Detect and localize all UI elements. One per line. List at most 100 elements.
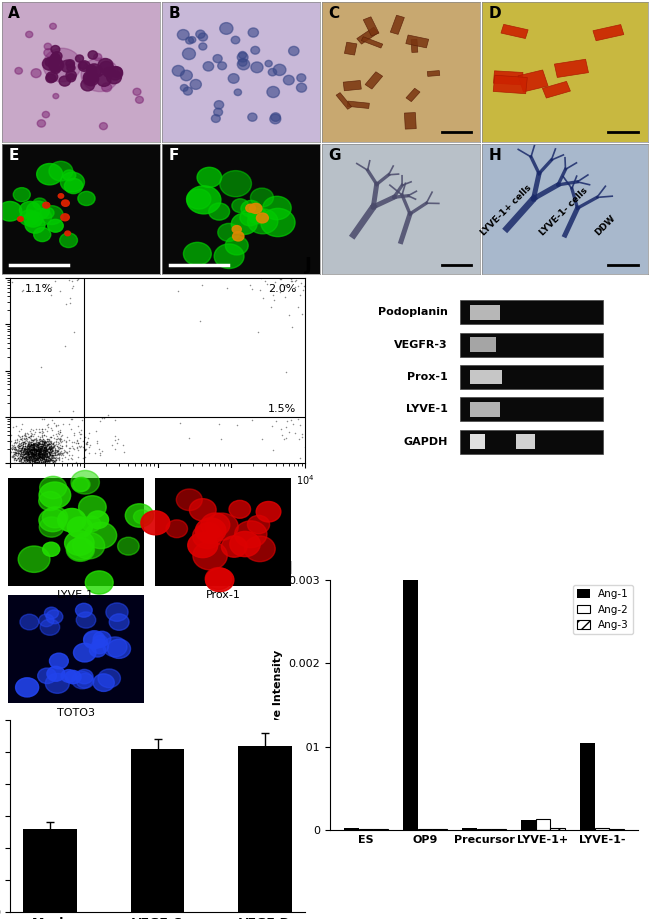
Circle shape [46, 58, 55, 66]
Point [19, 444, 29, 459]
Point [39, 443, 49, 458]
Point [287, 274, 298, 289]
Point [23, 441, 34, 456]
Point [29, 437, 39, 451]
Point [28, 437, 38, 452]
Point [34, 448, 44, 463]
Point [23, 445, 33, 460]
Point [36, 437, 47, 452]
Point [27, 437, 37, 452]
Point [43, 437, 53, 451]
Point [36, 434, 47, 448]
Point [46, 441, 56, 456]
Point [29, 441, 39, 456]
Point [38, 446, 48, 460]
Point [26, 442, 36, 457]
Point [40, 454, 50, 469]
Point [57, 446, 67, 460]
Circle shape [248, 209, 278, 233]
Point [44, 439, 55, 454]
Point [32, 456, 42, 471]
Point [35, 446, 46, 460]
Point [31, 455, 41, 470]
Point [10, 418, 21, 433]
Point [16, 448, 27, 463]
Point [68, 441, 78, 456]
Point [43, 454, 53, 469]
Point [44, 434, 54, 448]
Point [18, 282, 29, 297]
Point [37, 434, 47, 448]
Point [64, 295, 75, 310]
Point [40, 448, 51, 463]
Point [24, 430, 34, 445]
Point [19, 454, 29, 469]
Point [40, 441, 50, 456]
Point [28, 437, 38, 451]
Point [40, 459, 51, 473]
Point [36, 447, 47, 461]
Point [46, 458, 56, 472]
Point [25, 445, 35, 460]
Point [29, 443, 39, 458]
Point [25, 449, 35, 464]
Point [43, 448, 53, 463]
Circle shape [244, 536, 275, 562]
Point [20, 442, 30, 457]
Point [14, 450, 25, 465]
Text: DDW: DDW [593, 213, 618, 237]
Point [35, 445, 46, 460]
Point [17, 438, 27, 453]
Point [27, 442, 38, 457]
Legend: Ang-1, Ang-2, Ang-3: Ang-1, Ang-2, Ang-3 [573, 585, 633, 634]
Point [32, 448, 42, 463]
Point [276, 422, 287, 437]
Circle shape [297, 74, 306, 82]
Point [270, 275, 280, 289]
Point [23, 448, 34, 462]
Point [44, 452, 55, 467]
Point [36, 453, 46, 468]
Point [41, 438, 51, 453]
Circle shape [76, 612, 96, 629]
Point [73, 449, 84, 464]
Point [39, 456, 49, 471]
Point [41, 444, 51, 459]
Point [28, 449, 38, 464]
Point [73, 419, 83, 434]
Point [29, 441, 39, 456]
Point [35, 434, 46, 448]
Circle shape [172, 65, 185, 76]
Point [53, 443, 63, 458]
Point [2, 462, 12, 477]
Circle shape [205, 513, 239, 540]
Point [175, 415, 185, 430]
Point [16, 449, 27, 464]
Point [23, 437, 34, 452]
Point [34, 456, 44, 471]
Point [62, 445, 72, 460]
Point [48, 455, 58, 470]
Point [7, 449, 18, 464]
Point [14, 436, 25, 450]
Point [33, 442, 44, 457]
Point [29, 456, 39, 471]
Point [296, 307, 307, 322]
Polygon shape [406, 35, 429, 48]
Point [29, 440, 39, 455]
Point [42, 424, 52, 438]
Point [22, 448, 32, 462]
Point [40, 435, 50, 449]
Point [31, 446, 41, 460]
Point [19, 452, 29, 467]
Point [20, 436, 31, 450]
Point [21, 431, 31, 446]
Point [6, 445, 16, 460]
Point [36, 424, 47, 438]
Point [78, 434, 88, 448]
Point [10, 445, 20, 460]
Point [34, 453, 44, 468]
Point [34, 442, 44, 457]
Point [26, 449, 36, 464]
Point [26, 440, 36, 455]
